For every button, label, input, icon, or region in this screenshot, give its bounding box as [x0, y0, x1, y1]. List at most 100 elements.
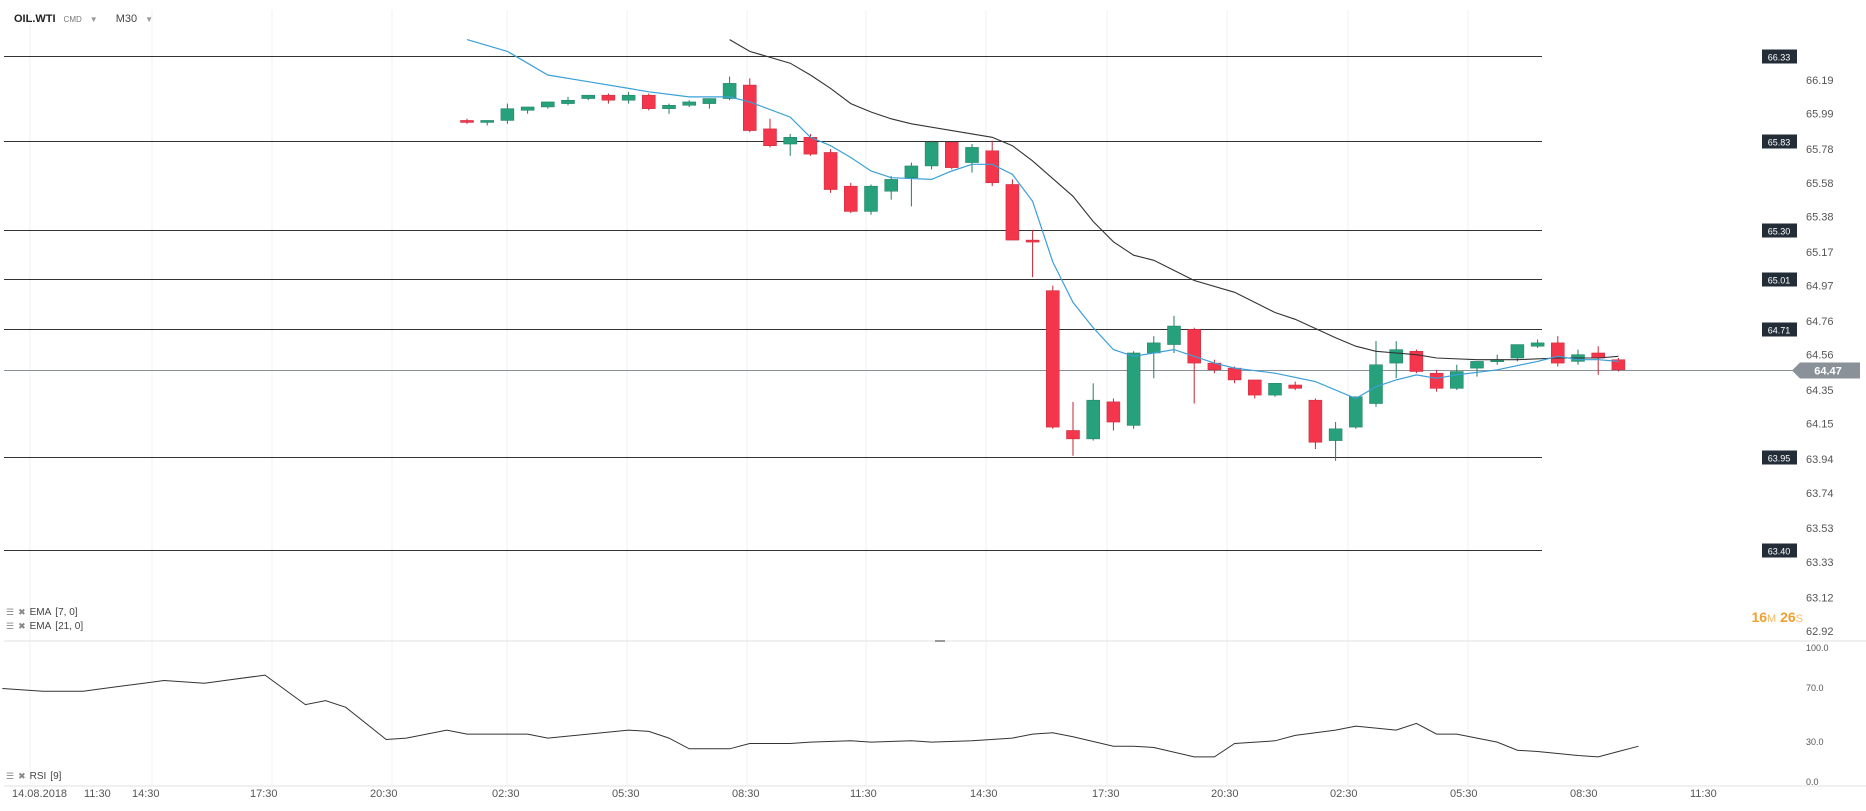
candle-countdown: 16M 26S [1751, 609, 1803, 625]
level-price-tag [1762, 49, 1797, 64]
candle-body [1409, 351, 1424, 372]
candle [844, 182, 858, 214]
candle-body [965, 147, 979, 163]
candle-body [1046, 290, 1060, 428]
price-tick-label: 64.97 [1806, 281, 1834, 293]
price-tick-label: 65.17 [1806, 247, 1834, 259]
candle-body [844, 185, 858, 212]
time-tick-label: 20:30 [1211, 788, 1239, 800]
close-icon[interactable]: ✖ [18, 771, 26, 781]
candle [1450, 364, 1464, 391]
symbol-label[interactable]: OIL.WTI [14, 13, 56, 25]
candle-body [924, 142, 939, 167]
symbol-dropdown-icon[interactable]: ▼ [89, 14, 98, 24]
candle-body [460, 120, 474, 123]
candle-body [601, 94, 616, 101]
indicator-rsi[interactable]: ☰ ✖ RSI [9] [6, 771, 61, 782]
candle [904, 162, 919, 207]
time-tick-label: 17:30 [1092, 788, 1120, 800]
candle [1551, 336, 1565, 367]
level-price-tag [1762, 272, 1797, 287]
settings-icon[interactable]: ☰ [6, 607, 15, 617]
candle-body [1268, 383, 1282, 396]
close-icon[interactable]: ✖ [18, 621, 26, 631]
candle-body [945, 142, 959, 168]
timeframe-label[interactable]: M30 [115, 13, 138, 25]
candle [1248, 379, 1262, 399]
ema7-line [466, 39, 1619, 400]
candle-body [783, 137, 797, 145]
candle [561, 96, 575, 106]
price-tick-label: 63.12 [1806, 592, 1834, 604]
price-tick-label: 63.94 [1806, 454, 1834, 466]
candle [1409, 349, 1424, 374]
settings-icon[interactable]: ☰ [6, 771, 15, 781]
candle [884, 176, 898, 200]
candle [480, 120, 494, 126]
price-tick-label: 64.35 [1806, 385, 1834, 397]
candle-body [581, 94, 595, 99]
candle [702, 98, 717, 109]
price-tick-label: 63.74 [1806, 488, 1834, 500]
timeframe-dropdown-icon[interactable]: ▼ [145, 14, 154, 24]
candle [1308, 398, 1323, 450]
candle-body [1227, 367, 1242, 381]
market-label: CMD [63, 14, 82, 24]
candle [1349, 396, 1363, 429]
candle [1046, 285, 1060, 429]
candle [1530, 339, 1545, 348]
level-price-tag [1762, 450, 1797, 465]
rsi-tick-label: 0.0 [1806, 777, 1819, 787]
candle [783, 133, 797, 156]
candle [500, 103, 515, 124]
candle-body [1328, 428, 1343, 441]
candle-body [1025, 239, 1040, 243]
candle [945, 142, 959, 170]
candle-body [1470, 361, 1484, 369]
indicator-ema21[interactable]: ☰ ✖ EMA [21, 0] [6, 621, 83, 632]
close-icon[interactable]: ✖ [18, 607, 26, 617]
candle-body [763, 128, 777, 146]
candle-body [1510, 344, 1525, 359]
time-tick-label: 14:30 [970, 788, 998, 800]
price-tick-label: 62.92 [1806, 626, 1834, 638]
time-tick-label: 02:30 [492, 788, 520, 800]
price-tick-label: 63.53 [1806, 523, 1834, 535]
ema7-label: EMA [29, 607, 52, 618]
candle-body [541, 101, 555, 108]
candle [1268, 383, 1282, 397]
candle [1167, 315, 1181, 353]
price-tick-label: 63.33 [1806, 557, 1834, 569]
candle-body [1389, 349, 1403, 364]
candle [823, 149, 838, 193]
chart-header: OIL.WTI CMD ▼ M30 ▼ [14, 11, 153, 27]
candle [460, 118, 474, 124]
candle-body [1248, 379, 1262, 396]
time-tick-label: 14.08.2018 [12, 788, 67, 800]
level-price-label: 65.01 [1768, 276, 1791, 286]
candle-body [1369, 364, 1383, 404]
candle-body [1349, 396, 1363, 428]
candle-body [1005, 184, 1020, 241]
candle [642, 93, 656, 111]
candle [1288, 381, 1302, 391]
candle-body [743, 84, 757, 131]
price-tick-label: 65.99 [1806, 109, 1834, 121]
time-tick-label: 05:30 [1450, 788, 1478, 800]
time-tick-label: 02:30 [1330, 788, 1358, 800]
settings-icon[interactable]: ☰ [6, 621, 15, 631]
candle [864, 184, 878, 215]
rsi-tick-label: 100.0 [1806, 643, 1829, 653]
candle-body [1126, 352, 1141, 426]
candle [1429, 369, 1444, 392]
price-tick-label: 64.76 [1806, 316, 1834, 328]
candle-body [904, 165, 919, 178]
candle [763, 118, 777, 148]
indicator-ema7[interactable]: ☰ ✖ EMA [7, 0] [6, 607, 78, 618]
time-tick-label: 05:30 [612, 788, 640, 800]
candle [1571, 349, 1585, 365]
candle-body [682, 101, 696, 106]
candle [965, 144, 979, 173]
price-tick-label: 65.38 [1806, 211, 1834, 223]
